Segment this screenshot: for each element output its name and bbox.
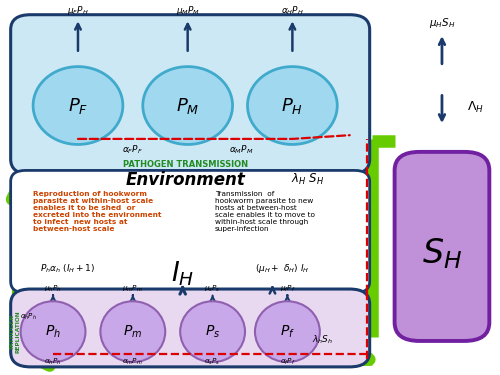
Text: $\alpha_h P_h$: $\alpha_h P_h$ (20, 312, 36, 322)
Ellipse shape (20, 301, 86, 362)
FancyBboxPatch shape (10, 15, 370, 174)
Text: Reproduction of hookworm
parasite at within-host scale
enables it to be shed  or: Reproduction of hookworm parasite at wit… (33, 191, 162, 232)
Text: $P_s$: $P_s$ (205, 324, 220, 340)
Ellipse shape (143, 67, 233, 144)
FancyBboxPatch shape (10, 289, 370, 367)
Text: PATHOGEN TRANSMISSION: PATHOGEN TRANSMISSION (122, 160, 248, 170)
Text: $P_f$: $P_f$ (280, 324, 295, 340)
Text: $P_F$: $P_F$ (68, 96, 88, 116)
Text: $P_H$: $P_H$ (282, 96, 304, 116)
Text: $\alpha_h P_h$: $\alpha_h P_h$ (44, 357, 62, 367)
Ellipse shape (180, 301, 245, 362)
Text: $P_h\alpha_h\ (I_H+1)$: $P_h\alpha_h\ (I_H+1)$ (40, 262, 96, 275)
Text: $\mu_M P_M$: $\mu_M P_M$ (176, 4, 200, 16)
Ellipse shape (100, 301, 165, 362)
FancyBboxPatch shape (10, 170, 370, 293)
Ellipse shape (255, 301, 320, 362)
Text: PATHOGEN
REPLICATION: PATHOGEN REPLICATION (10, 310, 20, 353)
Text: $\alpha_H P_H$: $\alpha_H P_H$ (281, 4, 304, 16)
Ellipse shape (33, 67, 123, 144)
Ellipse shape (248, 67, 338, 144)
Text: $\mu_f P_f$: $\mu_f P_f$ (280, 284, 295, 294)
Text: $I_H$: $I_H$ (171, 259, 194, 288)
Text: $S_H$: $S_H$ (422, 237, 462, 271)
Text: $\mu_m P_m$: $\mu_m P_m$ (122, 284, 143, 294)
FancyBboxPatch shape (394, 152, 490, 341)
Text: $P_h$: $P_h$ (45, 324, 61, 340)
Text: $\alpha_s P_s$: $\alpha_s P_s$ (204, 357, 221, 367)
Text: $P_m$: $P_m$ (123, 324, 142, 340)
Text: $\lambda_h S_h$: $\lambda_h S_h$ (312, 334, 333, 346)
Text: $\alpha_F P_F$: $\alpha_F P_F$ (122, 143, 144, 156)
Text: $P_M$: $P_M$ (176, 96, 200, 116)
Text: $\mu_H S_H$: $\mu_H S_H$ (429, 15, 455, 30)
Text: Transmission  of
hookworm parasite to new
hosts at between-host
scale enables it: Transmission of hookworm parasite to new… (215, 191, 315, 232)
Text: Environment: Environment (125, 171, 245, 189)
Text: $\mu_s P_s$: $\mu_s P_s$ (204, 284, 221, 294)
Text: $\alpha_m P_m$: $\alpha_m P_m$ (122, 357, 143, 367)
Text: $(\mu_H+\ \delta_H)\ I_H$: $(\mu_H+\ \delta_H)\ I_H$ (255, 262, 310, 275)
Text: $\Lambda_H$: $\Lambda_H$ (467, 100, 484, 115)
Text: $\lambda_H\ S_H$: $\lambda_H\ S_H$ (290, 172, 324, 187)
Text: $\alpha_f P_f$: $\alpha_f P_f$ (280, 357, 295, 367)
Text: $\mu_F P_H$: $\mu_F P_H$ (67, 4, 89, 16)
Text: $\alpha_M P_M$: $\alpha_M P_M$ (229, 143, 253, 156)
Text: $\mu_h P_h$: $\mu_h P_h$ (44, 284, 62, 294)
